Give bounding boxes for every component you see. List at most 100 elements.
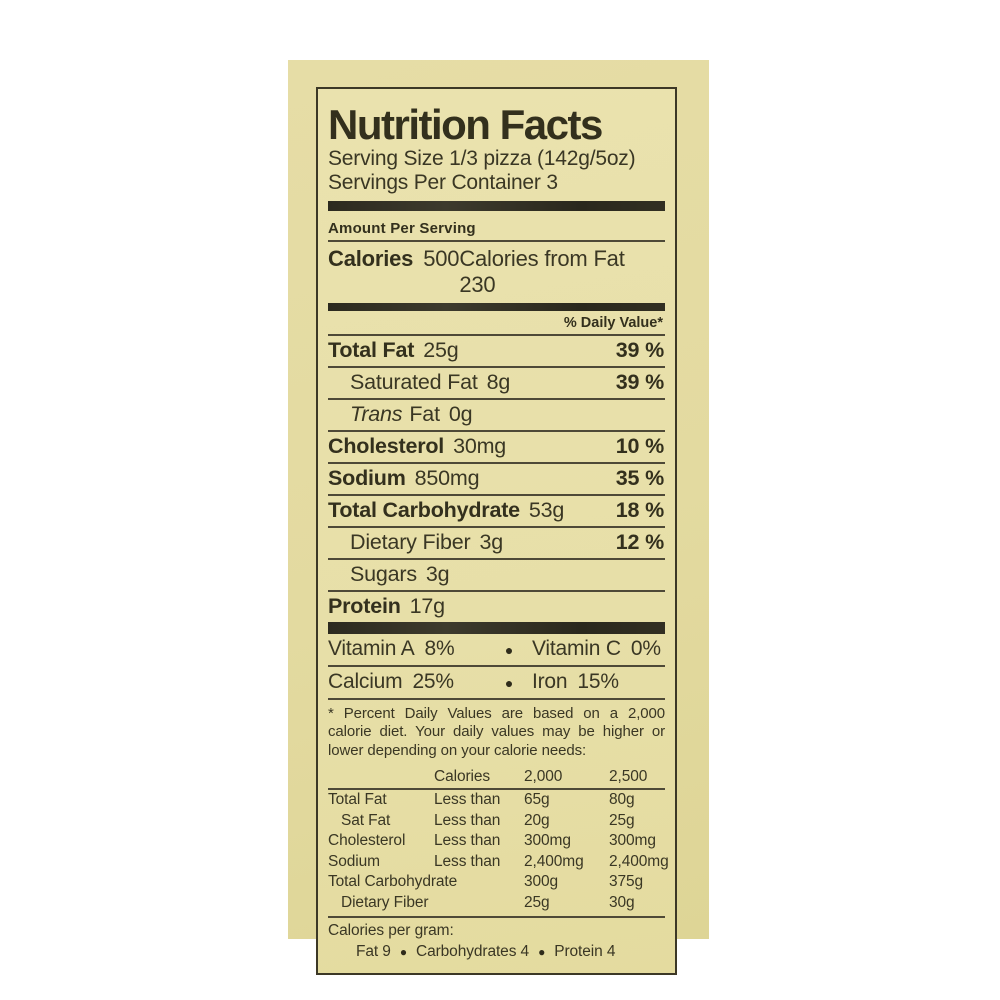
calories-per-gram-heading: Calories per gram: [328, 922, 454, 940]
calories-value: 500 [423, 245, 460, 271]
amount-per-serving-heading: Amount Per Serving [328, 220, 665, 242]
table-row: Sat Fat Less than 20g 25g [328, 811, 665, 831]
row-value-2500: 300mg [609, 832, 656, 850]
vitamin-row-1: Vitamin A 8% ● Vitamin C 0% [328, 634, 665, 667]
bullet-icon: ● [504, 641, 514, 658]
nutrient-name-text: Cholesterol [328, 433, 445, 458]
daily-values-table: Calories 2,000 2,500 Total Fat Less than… [328, 767, 669, 919]
row-value-2000: 25g [524, 893, 550, 911]
thick-divider-bar [328, 621, 665, 634]
nutrient-row-total-fat: Total Fat 25g 39 % [328, 336, 665, 368]
vitamin-name: Vitamin C [532, 636, 621, 660]
nutrient-name-text: Dietary Fiber [350, 529, 471, 554]
nutrient-name: Cholesterol 30mg [328, 434, 506, 459]
nutrient-amount: 17g [409, 593, 445, 618]
nutrient-row-sugars: Sugars 3g [328, 560, 665, 592]
nutrition-label-panel: Nutrition Facts Serving Size 1/3 pizza (… [288, 60, 709, 976]
row-name: Dietary Fiber [341, 893, 429, 911]
bullet-icon: ● [399, 945, 407, 960]
nutrient-row-sodium: Sodium 850mg 35 % [328, 464, 665, 496]
row-value-2500: 25g [609, 811, 635, 829]
nutrient-name: Total Fat 25g [328, 337, 459, 363]
nutrient-daily-value: 18 % [615, 497, 664, 522]
iron-cell: Iron 15% [532, 670, 619, 694]
table-row: Total Carbohydrate 300g 375g [328, 872, 665, 892]
row-value-2500: 80g [609, 791, 635, 809]
nutrition-facts-title: Nutrition Facts [328, 101, 603, 148]
nutrient-amount: 3g [425, 561, 450, 586]
nutrient-daily-value: 12 % [615, 529, 664, 554]
vitamin-value: 8% [424, 636, 455, 660]
row-value-2000: 300mg [524, 832, 571, 850]
table-row: Cholesterol Less than 300mg 300mg [328, 831, 665, 851]
nutrient-amount: 25g [423, 337, 459, 362]
thick-divider-bar [328, 302, 665, 311]
nutrient-name-italic: Trans [350, 401, 403, 426]
row-qualifier: Less than [434, 791, 501, 809]
calories-per-gram-carbohydrates: Carbohydrates 4 [415, 943, 530, 961]
vitamin-a-cell: Vitamin A 8% [328, 637, 500, 661]
nutrient-amount: 850mg [414, 465, 480, 490]
row-value-2500: 2,400mg [609, 852, 669, 870]
vitamin-name: Iron [532, 669, 568, 693]
vitamin-value: 15% [577, 669, 619, 693]
nutrient-name-text: Protein [328, 593, 401, 618]
bullet-icon: ● [504, 674, 514, 691]
nutrient-name: Trans Fat 0g [328, 401, 473, 427]
row-qualifier: Less than [434, 811, 501, 829]
calories-row: Calories 500 Calories from Fat 230 [328, 242, 665, 303]
calories-per-gram-fat: Fat 9 [356, 943, 391, 961]
row-name: Cholesterol [328, 832, 406, 850]
nutrient-name-text: Sugars [350, 561, 417, 586]
header-2000: 2,000 [524, 767, 563, 785]
nutrient-name-text: Total Carbohydrate [328, 497, 520, 522]
nutrient-amount: 0g [448, 401, 473, 426]
nutrient-name: Sodium 850mg [328, 465, 480, 491]
table-row: Total Fat Less than 65g 80g [328, 790, 665, 810]
nutrient-rows: Total Fat 25g 39 % Saturated Fat 8g 39 % T… [328, 336, 665, 622]
serving-size-line: Serving Size 1/3 pizza (142g/5oz) [328, 147, 636, 171]
calories-per-gram-values: Fat 9 ● Carbohydrates 4 ● Protein 4 [356, 943, 665, 961]
calcium-cell: Calcium 25% [328, 670, 500, 694]
row-name: Sat Fat [341, 811, 391, 829]
nutrient-name: Sugars 3g [328, 561, 450, 587]
row-name: Total Fat [328, 791, 387, 809]
nutrient-daily-value: 39 % [615, 337, 664, 362]
empty-header-cell [328, 767, 434, 787]
nutrient-name: Protein 17g [328, 594, 445, 619]
bullet-icon: ● [538, 945, 546, 960]
row-value-2000: 20g [524, 811, 550, 829]
row-value-2500: 30g [609, 893, 635, 911]
nutrient-amount: 3g [479, 529, 503, 554]
calories-cell: Calories 500 [328, 245, 460, 272]
header-2500: 2,500 [609, 767, 648, 785]
table-row: Dietary Fiber 25g 30g [328, 893, 665, 916]
vitamin-value: 25% [412, 669, 454, 693]
nutrient-name-text: Sodium [328, 465, 406, 490]
row-qualifier: Less than [434, 852, 501, 870]
row-value-2000: 300g [524, 873, 559, 891]
nutrient-row-total-carbohydrate: Total Carbohydrate 53g 18 % [328, 496, 665, 528]
percent-daily-value-header: % Daily Value* [328, 311, 665, 336]
row-value-2500: 375g [609, 873, 644, 891]
row-value-2000: 65g [524, 791, 550, 809]
servings-per-container-line: Servings Per Container 3 [328, 171, 558, 195]
nutrient-row-protein: Protein 17g [328, 592, 665, 622]
nutrient-row-dietary-fiber: Dietary Fiber 3g 12 % [328, 528, 665, 560]
vitamin-value: 0% [630, 636, 661, 660]
daily-values-table-header: Calories 2,000 2,500 [328, 767, 665, 791]
nutrient-name: Saturated Fat 8g [328, 370, 510, 395]
row-name: Total Carbohydrate [328, 873, 458, 891]
nutrient-row-saturated-fat: Saturated Fat 8g 39 % [328, 368, 665, 400]
calories-from-fat: Calories from Fat 230 [459, 245, 625, 297]
daily-values-footnote: * Percent Daily Values are based on a 2,… [328, 704, 665, 759]
calories-per-gram-protein: Protein 4 [554, 943, 616, 961]
vitamin-name: Calcium [328, 669, 403, 693]
nutrient-amount: 53g [528, 497, 565, 522]
nutrient-name: Dietary Fiber 3g [328, 530, 503, 555]
vitamin-name: Vitamin A [328, 636, 415, 660]
vitamin-row-2: Calcium 25% ● Iron 15% [328, 667, 665, 700]
header-calories: Calories [434, 767, 491, 785]
nutrient-daily-value: 35 % [615, 465, 664, 490]
